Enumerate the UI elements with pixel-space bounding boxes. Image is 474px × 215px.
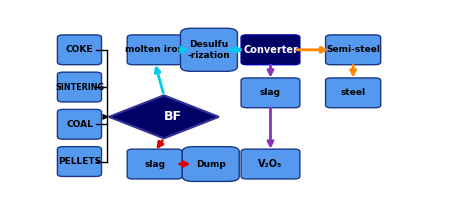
Text: slag: slag bbox=[144, 160, 165, 169]
FancyBboxPatch shape bbox=[57, 72, 101, 102]
FancyBboxPatch shape bbox=[57, 109, 101, 139]
Text: SINTERING: SINTERING bbox=[55, 83, 104, 92]
Polygon shape bbox=[109, 95, 219, 138]
Text: Desulfu
-rization: Desulfu -rization bbox=[188, 40, 230, 60]
FancyBboxPatch shape bbox=[182, 147, 239, 181]
Text: slag: slag bbox=[260, 88, 281, 97]
Text: Semi-steel: Semi-steel bbox=[326, 45, 380, 54]
FancyBboxPatch shape bbox=[326, 35, 381, 65]
FancyBboxPatch shape bbox=[181, 28, 237, 71]
FancyBboxPatch shape bbox=[241, 149, 300, 179]
Text: steel: steel bbox=[340, 88, 366, 97]
FancyBboxPatch shape bbox=[241, 35, 300, 65]
Text: Dump: Dump bbox=[196, 160, 226, 169]
FancyBboxPatch shape bbox=[326, 78, 381, 108]
Text: V₂O₅: V₂O₅ bbox=[258, 159, 283, 169]
Text: BF: BF bbox=[164, 110, 182, 123]
FancyBboxPatch shape bbox=[127, 149, 182, 179]
Text: molten iron: molten iron bbox=[125, 45, 184, 54]
Text: Converter: Converter bbox=[243, 45, 298, 55]
Text: COKE: COKE bbox=[66, 45, 93, 54]
FancyBboxPatch shape bbox=[57, 35, 101, 65]
FancyBboxPatch shape bbox=[57, 147, 101, 177]
FancyBboxPatch shape bbox=[241, 78, 300, 108]
Text: COAL: COAL bbox=[66, 120, 93, 129]
FancyBboxPatch shape bbox=[127, 35, 182, 65]
Text: PELLETS: PELLETS bbox=[58, 157, 101, 166]
